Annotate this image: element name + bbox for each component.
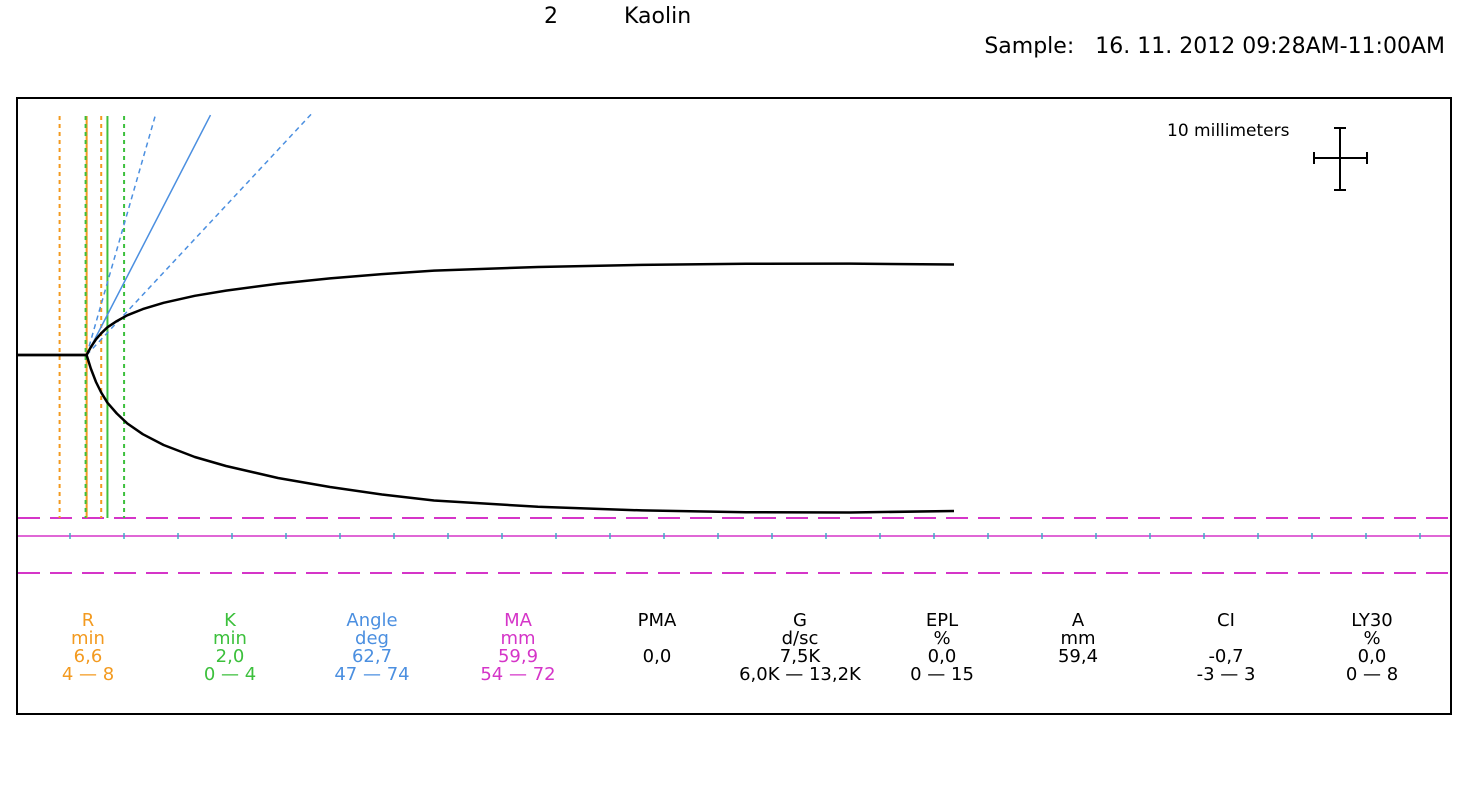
param-value: 7,5K	[779, 646, 821, 667]
param-range: 4 — 8	[61, 664, 115, 685]
param-unit: mm	[500, 628, 536, 649]
param-ci: CI -0,7 -3 — 3	[1151, 612, 1301, 684]
param-pma: PMA 0,0	[582, 612, 732, 684]
param-range: 0 — 4	[203, 664, 257, 685]
param-ma: MA mm 59,9 54 — 72	[443, 612, 593, 684]
param-unit: %	[933, 628, 951, 649]
param-value: 62,7	[351, 646, 393, 667]
param-unit: deg	[355, 628, 389, 649]
param-name: G	[793, 610, 807, 631]
param-range: 6,0K — 13,2K	[739, 664, 861, 685]
header-reagent: Kaolin	[624, 4, 692, 29]
param-name: EPL	[925, 610, 959, 631]
param-value: 0,0	[927, 646, 957, 667]
param-name: MA	[504, 610, 532, 631]
param-range: -3 — 3	[1196, 664, 1256, 685]
param-name: A	[1071, 610, 1085, 631]
param-angle: Angle deg 62,7 47 — 74	[297, 612, 447, 684]
trace-lower-line	[18, 353, 955, 514]
param-value: 2,0	[215, 646, 245, 667]
angle-value-line	[85, 114, 212, 356]
param-value: 0,0	[1357, 646, 1387, 667]
param-name: K	[224, 610, 236, 631]
scale-cross-icon	[1313, 127, 1368, 191]
param-name: Angle	[346, 610, 398, 631]
param-value: -0,7	[1208, 646, 1244, 667]
teg-chart-frame	[16, 97, 1452, 715]
header-channel-number: 2	[544, 4, 558, 29]
param-value: 0,0	[642, 646, 672, 667]
param-value: 59,9	[497, 646, 539, 667]
param-unit: min	[213, 628, 247, 649]
sample-label: Sample:	[984, 34, 1075, 59]
param-unit: min	[71, 628, 105, 649]
trace-upper-line	[18, 262, 955, 357]
param-range: 54 — 72	[480, 664, 556, 685]
param-name: CI	[1217, 610, 1235, 631]
param-name: PMA	[637, 610, 677, 631]
param-ly30: LY30% 0,0 0 — 8	[1297, 612, 1447, 684]
param-epl: EPL% 0,0 0 — 15	[867, 612, 1017, 684]
param-range	[1003, 666, 1153, 684]
param-name: R	[81, 610, 95, 631]
param-range	[582, 666, 732, 684]
sample-timestamp: 16. 11. 2012 09:28AM-11:00AM	[1095, 34, 1445, 59]
param-unit: d/sc	[781, 628, 819, 649]
param-range: 47 — 74	[334, 664, 410, 685]
param-unit: mm	[1060, 628, 1096, 649]
param-range: 0 — 8	[1345, 664, 1399, 685]
angle-normal-high-line	[85, 114, 157, 356]
header-sample: Sample: 16. 11. 2012 09:28AM-11:00AM	[984, 34, 1445, 59]
param-value: 6,6	[73, 646, 103, 667]
scale-label: 10 millimeters	[1167, 121, 1290, 141]
angle-normal-low-line	[86, 113, 313, 356]
param-unit: %	[1363, 628, 1381, 649]
param-range: 0 — 15	[910, 664, 974, 685]
param-name: LY30	[1351, 610, 1393, 631]
param-value: 59,4	[1057, 646, 1099, 667]
